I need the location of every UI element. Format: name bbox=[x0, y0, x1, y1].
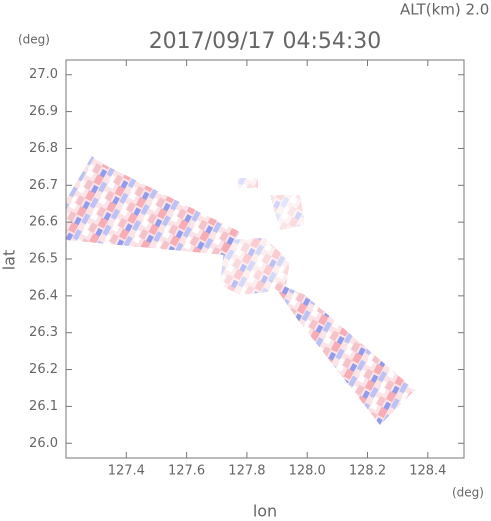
y-tick-label: 26.4 bbox=[29, 288, 58, 303]
x-tick-label: 128.4 bbox=[409, 464, 446, 479]
x-tick-label: 127.6 bbox=[168, 464, 205, 479]
y-axis-label: lat bbox=[0, 250, 19, 271]
y-tick-label: 26.6 bbox=[29, 215, 58, 230]
x-tick-label: 127.4 bbox=[108, 464, 145, 479]
y-tick-label: 26.5 bbox=[29, 252, 58, 267]
y-tick-label: 26.9 bbox=[29, 104, 58, 119]
x-tick-label: 128.2 bbox=[349, 464, 386, 479]
y-tick-label: 26.1 bbox=[29, 399, 58, 414]
y-tick-label: 26.2 bbox=[29, 362, 58, 377]
y-tick-label: 26.0 bbox=[29, 436, 58, 451]
y-tick-label: 27.0 bbox=[29, 67, 58, 82]
y-tick-label: 26.7 bbox=[29, 178, 58, 193]
radar-echo bbox=[66, 156, 415, 425]
x-tick-label: 128.0 bbox=[289, 464, 326, 479]
annotation: ALT(km) 2.0 bbox=[400, 1, 489, 19]
y-tick-label: 26.3 bbox=[29, 325, 58, 340]
x-unit: (deg) bbox=[452, 486, 484, 500]
y-unit: (deg) bbox=[18, 33, 50, 47]
x-axis-label: lon bbox=[253, 502, 277, 521]
chart-title: 2017/09/17 04:54:30 bbox=[149, 29, 382, 54]
y-tick-label: 26.8 bbox=[29, 141, 58, 156]
x-tick-label: 127.8 bbox=[228, 464, 265, 479]
